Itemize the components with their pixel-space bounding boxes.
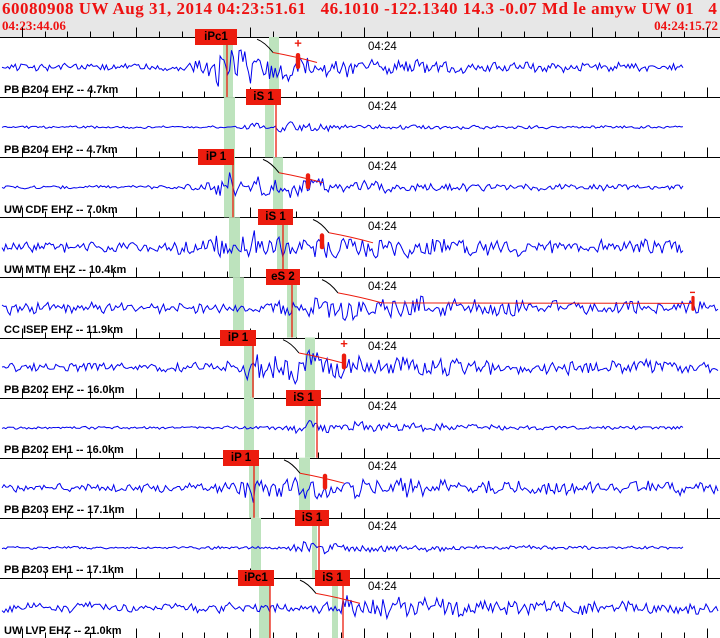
- svg-text:+: +: [340, 336, 348, 351]
- svg-text:+: +: [294, 36, 302, 51]
